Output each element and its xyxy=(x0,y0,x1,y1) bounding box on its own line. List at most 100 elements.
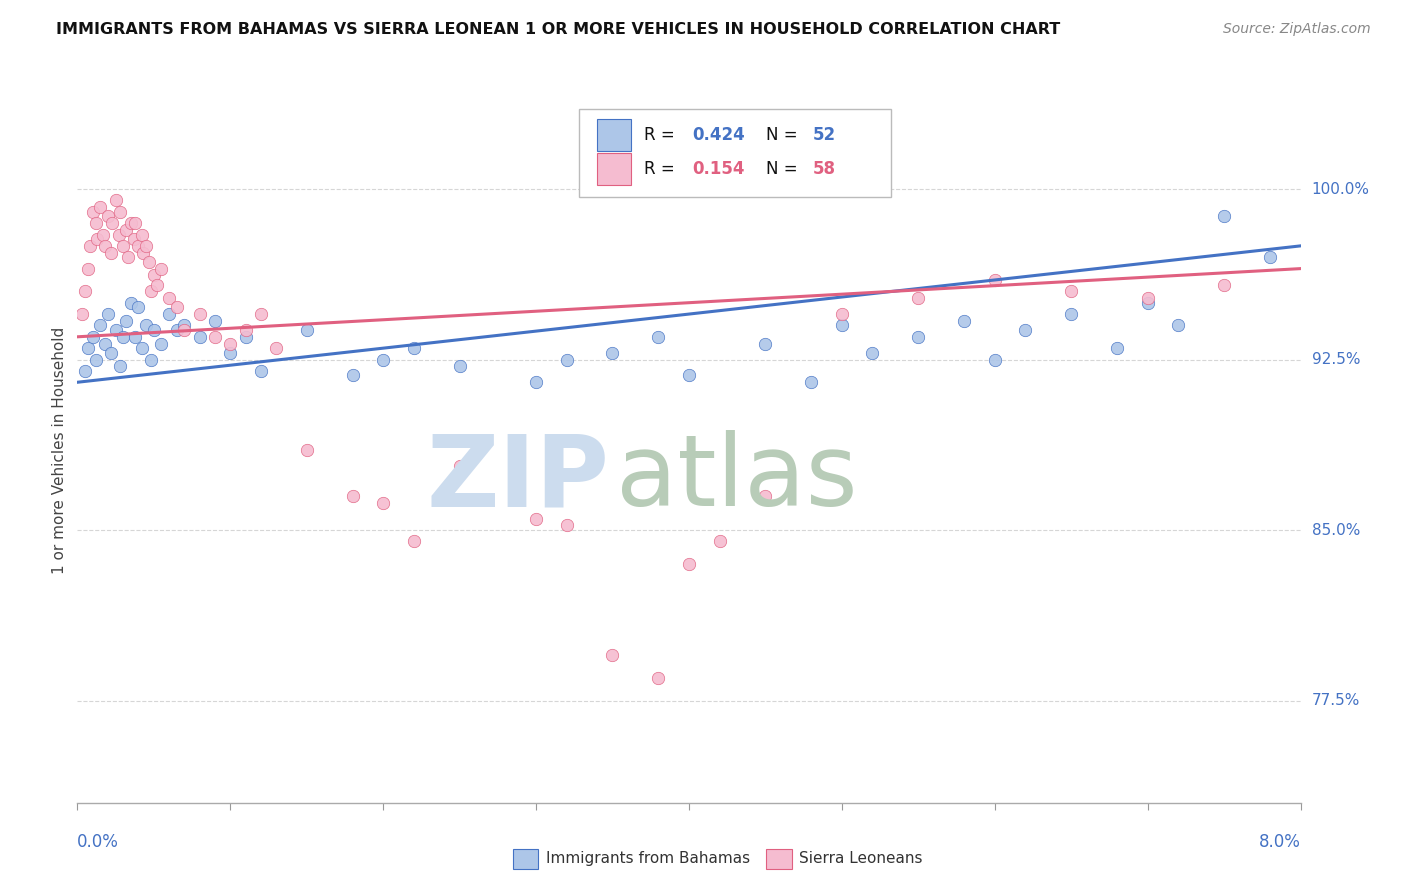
Point xyxy=(800,376,823,390)
Point xyxy=(127,300,149,314)
Point xyxy=(107,227,129,242)
Text: 77.5%: 77.5% xyxy=(1312,693,1360,708)
Point xyxy=(250,307,273,321)
Point xyxy=(84,352,107,367)
Point xyxy=(91,227,114,242)
Point xyxy=(754,336,776,351)
Point xyxy=(647,330,669,344)
Point xyxy=(555,518,578,533)
Point xyxy=(132,245,155,260)
Point xyxy=(104,194,127,208)
Point xyxy=(1107,341,1129,355)
Point xyxy=(235,330,257,344)
Point xyxy=(449,359,471,374)
Point xyxy=(139,352,162,367)
Point xyxy=(135,318,157,333)
Text: N =: N = xyxy=(766,126,803,144)
Point xyxy=(112,239,135,253)
Point xyxy=(166,300,188,314)
Point xyxy=(449,459,471,474)
Point xyxy=(112,330,135,344)
Point xyxy=(150,261,173,276)
Point xyxy=(157,291,180,305)
Point xyxy=(150,336,173,351)
Point xyxy=(295,443,318,458)
Point xyxy=(73,285,96,299)
Text: R =: R = xyxy=(644,161,679,178)
Point xyxy=(146,277,169,292)
Point xyxy=(73,364,96,378)
Point xyxy=(104,323,127,337)
Point xyxy=(142,323,165,337)
FancyBboxPatch shape xyxy=(598,153,631,185)
Point xyxy=(131,341,153,355)
Point xyxy=(647,671,669,685)
Point xyxy=(97,307,120,321)
Point xyxy=(555,352,578,367)
Point xyxy=(235,323,257,337)
Point xyxy=(77,261,100,276)
Point xyxy=(70,307,93,321)
Point xyxy=(402,534,425,549)
Point xyxy=(122,232,145,246)
Point xyxy=(157,307,180,321)
Point xyxy=(602,648,624,662)
Point xyxy=(1213,210,1236,224)
Text: 0.424: 0.424 xyxy=(693,126,745,144)
Point xyxy=(602,345,624,359)
Point xyxy=(250,364,273,378)
Point xyxy=(84,216,107,230)
Point xyxy=(984,352,1007,367)
Point xyxy=(678,368,700,383)
Point xyxy=(100,245,122,260)
Text: R =: R = xyxy=(644,126,679,144)
Y-axis label: 1 or more Vehicles in Household: 1 or more Vehicles in Household xyxy=(52,326,67,574)
Point xyxy=(86,232,108,246)
Point xyxy=(1136,291,1159,305)
Point xyxy=(1213,277,1236,292)
Point xyxy=(264,341,287,355)
Point xyxy=(173,323,195,337)
Text: Sierra Leoneans: Sierra Leoneans xyxy=(799,851,922,865)
Point xyxy=(188,307,211,321)
Point xyxy=(82,204,104,219)
Point xyxy=(1014,323,1036,337)
Point xyxy=(94,336,117,351)
Text: 92.5%: 92.5% xyxy=(1312,352,1360,367)
Text: ZIP: ZIP xyxy=(426,430,609,527)
Point xyxy=(77,341,100,355)
Point xyxy=(124,216,146,230)
Point xyxy=(371,496,394,510)
Text: 0.154: 0.154 xyxy=(693,161,745,178)
Point xyxy=(89,318,111,333)
Point xyxy=(108,204,131,219)
Point xyxy=(402,341,425,355)
Point xyxy=(117,250,139,264)
Point xyxy=(953,314,976,328)
Point xyxy=(101,216,124,230)
Point xyxy=(1136,295,1159,310)
Point xyxy=(124,330,146,344)
Point xyxy=(79,239,101,253)
Point xyxy=(907,330,929,344)
Point xyxy=(371,352,394,367)
Point xyxy=(1258,250,1281,264)
Point xyxy=(524,376,547,390)
FancyBboxPatch shape xyxy=(579,109,891,197)
Point xyxy=(754,489,776,503)
Point xyxy=(219,345,242,359)
Point xyxy=(188,330,211,344)
Text: 58: 58 xyxy=(813,161,835,178)
Point xyxy=(127,239,149,253)
Point xyxy=(100,345,122,359)
Point xyxy=(94,239,117,253)
Text: 100.0%: 100.0% xyxy=(1312,182,1369,196)
Point xyxy=(1060,285,1083,299)
Point xyxy=(342,489,364,503)
Point xyxy=(135,239,157,253)
Point xyxy=(120,216,142,230)
Text: 52: 52 xyxy=(813,126,835,144)
Text: 85.0%: 85.0% xyxy=(1312,523,1360,538)
Text: N =: N = xyxy=(766,161,803,178)
Text: atlas: atlas xyxy=(616,430,858,527)
